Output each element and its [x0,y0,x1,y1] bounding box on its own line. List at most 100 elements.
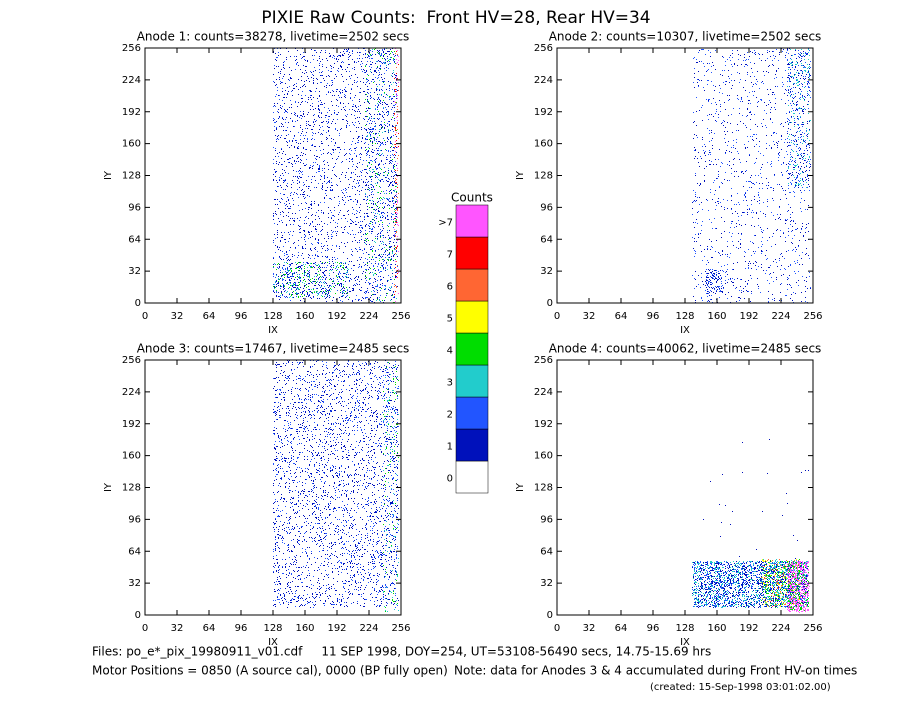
y-tick-label: 64 [128,234,141,245]
panel-title: Anode 2: counts=10307, livetime=2502 sec… [549,30,822,44]
x-tick-label: 128 [263,311,282,322]
colorbar-label: 0 [447,474,453,485]
x-tick-label: 0 [142,311,148,322]
count-pixels [692,48,811,303]
y-tick-label: 192 [534,419,553,430]
y-tick-label: 0 [547,610,553,621]
x-tick-label: 224 [771,623,790,634]
x-axis-label: IX [268,325,278,336]
x-tick-label: 192 [739,623,758,634]
footer-note: Note: data for Anodes 3 & 4 accumulated … [454,664,857,678]
x-tick-label: 0 [554,623,560,634]
x-tick-label: 256 [803,623,822,634]
y-tick-label: 224 [534,387,553,398]
y-axis-label: IY [515,170,526,180]
x-tick-label: 0 [554,311,560,322]
x-tick-label: 192 [327,623,346,634]
x-tick-label: 32 [171,623,184,634]
y-tick-label: 160 [534,139,553,150]
colorbar-swatch [455,364,489,398]
x-tick-label: 64 [615,311,628,322]
y-tick-label: 160 [122,451,141,462]
panel-title: Anode 4: counts=40062, livetime=2485 sec… [549,342,822,356]
y-axis-label: IY [515,482,526,492]
colorbar-label: 5 [447,314,453,325]
y-tick-label: 192 [534,107,553,118]
colorbar-label: 1 [447,442,453,453]
y-tick-label: 128 [534,483,553,494]
count-pixels [273,360,399,608]
x-tick-label: 128 [263,623,282,634]
x-tick-label: 128 [675,311,694,322]
y-axis-label: IY [103,170,114,180]
count-pixels [692,48,811,303]
y-tick-label: 64 [128,546,141,557]
colorbar-label: 4 [447,346,453,357]
x-tick-label: 32 [583,311,596,322]
colorbar-label: 2 [447,410,453,421]
colorbar-swatch [455,204,489,238]
x-tick-label: 32 [583,623,596,634]
x-tick-label: 96 [647,623,660,634]
colorbar-swatch [455,396,489,430]
x-tick-label: 64 [203,623,216,634]
x-tick-label: 96 [647,311,660,322]
count-pixels [787,561,810,613]
x-tick-label: 256 [391,623,410,634]
panel: Anode 1: counts=38278, livetime=2502 sec… [103,30,411,337]
footer-files: Files: po_e*_pix_19980911_v01.cdf 11 SEP… [92,645,711,659]
y-tick-label: 224 [122,387,141,398]
count-pixels [787,49,811,188]
colorbar-swatch [455,300,489,334]
colorbar-swatch [455,428,489,462]
y-tick-label: 32 [540,578,553,589]
y-tick-label: 224 [122,75,141,86]
x-tick-label: 224 [359,311,378,322]
y-tick-label: 192 [122,107,141,118]
colorbar-label: 6 [447,282,453,293]
y-tick-label: 128 [534,171,553,182]
y-tick-label: 0 [135,298,141,309]
y-tick-label: 256 [534,43,553,54]
y-tick-label: 96 [540,202,553,213]
x-tick-label: 160 [295,311,314,322]
colorbar-swatch [455,268,489,302]
x-tick-label: 256 [803,311,822,322]
y-tick-label: 128 [122,171,141,182]
colorbar-title: Counts [451,191,493,205]
x-tick-label: 160 [295,623,314,634]
colorbar-swatch [455,332,489,366]
colorbar-label: 3 [447,378,453,389]
y-tick-label: 32 [540,266,553,277]
count-pixels [273,360,399,608]
colorbar-label: 7 [447,250,453,261]
count-pixels [394,53,399,288]
y-tick-label: 32 [128,578,141,589]
y-tick-label: 192 [122,419,141,430]
y-axis-label: IY [103,482,114,492]
y-tick-label: 256 [534,355,553,366]
x-tick-label: 96 [235,623,248,634]
x-axis-label: IX [680,637,690,648]
colorbar-swatch [455,236,489,270]
y-tick-label: 160 [534,451,553,462]
count-pixels [273,48,398,302]
x-tick-label: 192 [327,311,346,322]
y-tick-label: 32 [128,266,141,277]
x-tick-label: 160 [707,311,726,322]
x-tick-label: 224 [771,311,790,322]
y-tick-label: 160 [122,139,141,150]
y-tick-label: 256 [122,355,141,366]
x-tick-label: 224 [359,623,378,634]
y-tick-label: 128 [122,483,141,494]
x-tick-label: 64 [615,623,628,634]
x-tick-label: 64 [203,311,216,322]
y-tick-label: 0 [547,298,553,309]
footer-motor: Motor Positions = 0850 (A source cal), 0… [92,664,448,678]
colorbar-label: >7 [438,218,453,229]
panel: Anode 4: counts=40062, livetime=2485 sec… [515,342,823,649]
x-axis-label: IX [680,325,690,336]
footer-created: (created: 15-Sep-1998 03:01:02.00) [650,682,831,693]
y-tick-label: 96 [128,514,141,525]
y-tick-label: 256 [122,43,141,54]
